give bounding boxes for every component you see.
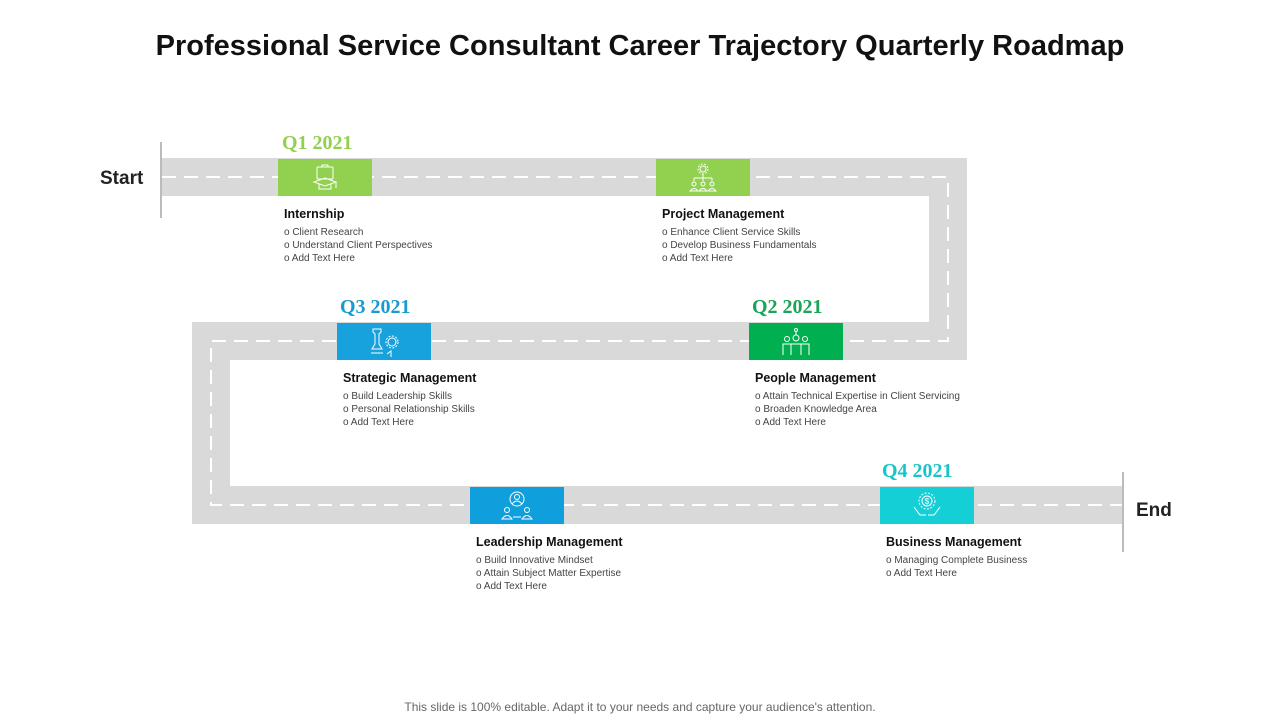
milestone-box-business: $ (880, 487, 974, 524)
quarter-label-q2: Q2 2021 (752, 296, 823, 318)
milestone-heading: Project Management (662, 207, 785, 221)
milestone-box-leadership (470, 487, 564, 524)
milestone-card-project: Project Management o Enhance Client Serv… (662, 207, 817, 265)
milestone-box-strategic (337, 323, 431, 360)
bullet: o Understand Client Perspectives (284, 240, 433, 251)
end-marker (1122, 472, 1124, 552)
milestone-card-people: People Management o Attain Technical Exp… (755, 371, 960, 429)
milestone-heading: Business Management (886, 535, 1022, 549)
bullet: o Add Text Here (886, 568, 957, 579)
bullet: o Personal Relationship Skills (343, 404, 475, 415)
bullet: o Add Text Here (476, 581, 547, 592)
milestone-heading: Leadership Management (476, 535, 623, 549)
quarter-label-q4: Q4 2021 (882, 460, 953, 482)
milestone-heading: People Management (755, 371, 876, 385)
end-label: End (1136, 500, 1172, 521)
footer-note: This slide is 100% editable. Adapt it to… (404, 700, 876, 714)
bullet: o Add Text Here (284, 253, 355, 264)
gear-hierarchy-icon (688, 163, 718, 191)
milestone-card-strategic: Strategic Management o Build Leadership … (343, 371, 476, 429)
leader-team-icon (501, 491, 533, 519)
milestone-box-people (749, 323, 843, 360)
team-network-icon (782, 327, 810, 355)
briefcase-graduation-icon (312, 164, 338, 189)
bullet: o Client Research (284, 227, 364, 238)
chess-gear-icon (371, 328, 399, 357)
bullet: o Broaden Knowledge Area (755, 404, 877, 415)
quarter-label-q1: Q1 2021 (282, 132, 353, 154)
bullet: o Add Text Here (662, 253, 733, 264)
quarter-label-q3: Q3 2021 (340, 296, 411, 318)
bullet: o Add Text Here (755, 417, 826, 428)
milestone-card-business: Business Management o Managing Complete … (886, 535, 1027, 580)
milestone-box-internship (278, 159, 372, 196)
milestone-box-project (656, 159, 750, 196)
bullet: o Build Innovative Mindset (476, 555, 593, 566)
milestone-heading: Strategic Management (343, 371, 477, 385)
bullet: o Attain Subject Matter Expertise (476, 568, 622, 579)
start-label: Start (100, 168, 144, 189)
start-marker (160, 142, 162, 218)
bullet: o Build Leadership Skills (343, 391, 452, 402)
bullet: o Develop Business Fundamentals (662, 240, 817, 251)
bullet: o Managing Complete Business (886, 555, 1028, 566)
dollar-hands-icon: $ (913, 492, 941, 515)
bullet: o Enhance Client Service Skills (662, 227, 801, 238)
bullet: o Add Text Here (343, 417, 414, 428)
milestone-card-leadership: Leadership Management o Build Innovative… (476, 535, 623, 593)
page-title: Professional Service Consultant Career T… (155, 30, 1125, 62)
milestone-heading: Internship (284, 207, 345, 221)
milestone-card-internship: Internship o Client Research o Understan… (284, 207, 432, 265)
bullet: o Attain Technical Expertise in Client S… (755, 391, 960, 402)
svg-text:$: $ (925, 497, 930, 506)
